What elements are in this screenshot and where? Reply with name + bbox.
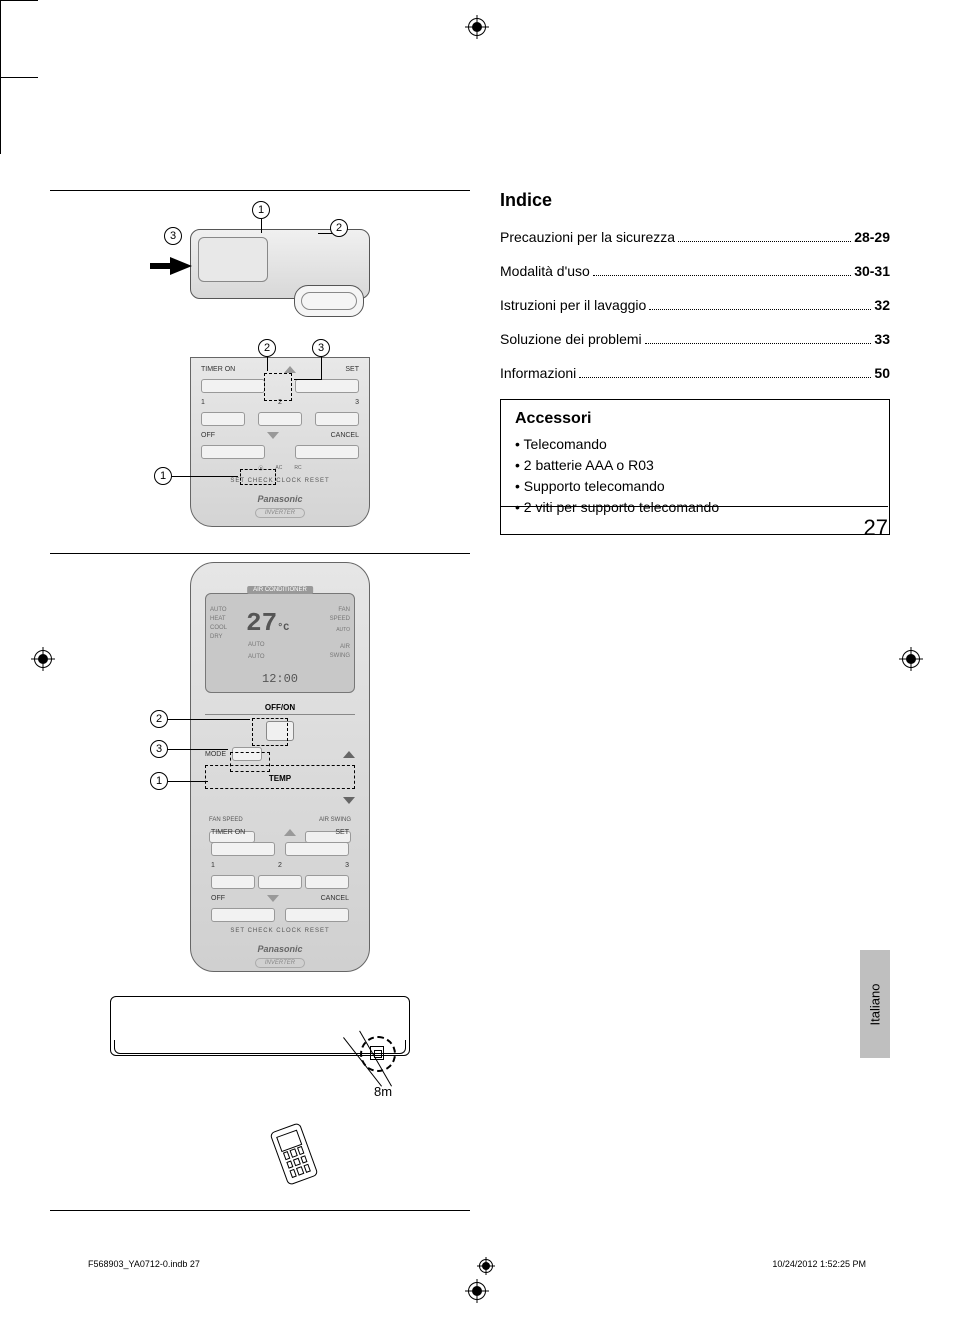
callout-3-2: 2 — [150, 710, 168, 728]
label-num-3: 3 — [355, 399, 359, 406]
callout-2-2: 2 — [258, 339, 276, 357]
toc-row-3: Soluzione dei problemi 33 — [500, 331, 890, 347]
toc-row-4: Informazioni 50 — [500, 365, 890, 381]
toc-row-2: Istruzioni per il lavaggio 32 — [500, 297, 890, 313]
callout-2-1: 1 — [154, 467, 172, 485]
accessori-item: • Telecomando — [515, 436, 875, 452]
label-off: OFF — [201, 432, 215, 439]
inverter-label: INVERTER — [255, 508, 305, 518]
toc-row-0: Precauzioni per la sicurezza 28-29 — [500, 229, 890, 245]
callout-1: 1 — [252, 201, 270, 219]
lcd-temp-unit: °C — [277, 623, 289, 634]
label-offon: OFF/ON — [205, 703, 355, 715]
figure-battery-insert: 1 2 3 — [50, 205, 470, 335]
callout-2-3: 3 — [312, 339, 330, 357]
accessori-title: Accessori — [515, 410, 875, 428]
page-number: 27 — [500, 506, 888, 541]
indice-title: Indice — [500, 190, 890, 211]
footer: F568903_YA0712-0.indb 27 10/24/2012 1:52… — [88, 1259, 866, 1273]
lcd-swing: AIR SWING — [330, 643, 350, 661]
lcd-clock: 12:00 — [262, 672, 298, 686]
language-tab: Italiano — [860, 950, 890, 1058]
distance-label: 8m — [374, 1084, 392, 1099]
label-temp: TEMP — [269, 774, 291, 783]
callout-3-1: 1 — [150, 772, 168, 790]
label-rc: RC — [294, 465, 301, 472]
figure-ac-unit-distance: 8m — [50, 996, 470, 1196]
right-column: Indice Precauzioni per la sicurezza 28-2… — [500, 190, 890, 535]
lcd-temp: 27 — [246, 608, 277, 638]
label-timer-on: TIMER ON — [201, 366, 235, 373]
callout-2: 2 — [330, 219, 348, 237]
toc-page: 28-29 — [854, 229, 890, 245]
figure-remote-full: AIR CONDITIONER AUTO HEAT COOL DRY 27°C … — [50, 562, 470, 982]
lcd-fan: FAN SPEED — [330, 606, 350, 624]
label-set: SET — [345, 366, 359, 373]
toc-row-1: Modalità d'uso 30-31 — [500, 263, 890, 279]
label-num-1: 1 — [201, 399, 205, 406]
registration-mark-icon — [479, 1259, 493, 1273]
footer-datetime: 10/24/2012 1:52:25 PM — [772, 1259, 866, 1273]
figure-remote-lower: TIMER ON SET 1 2 3 OFF — [50, 349, 470, 539]
lcd-modes: AUTO HEAT COOL DRY — [210, 606, 227, 642]
accessori-item: • Supporto telecomando — [515, 478, 875, 494]
left-column: 1 2 3 TIMER ON SET — [50, 190, 470, 1219]
callout-3-3: 3 — [150, 740, 168, 758]
toc-label: Precauzioni per la sicurezza — [500, 229, 675, 245]
callout-3: 3 — [164, 227, 182, 245]
brand-label: Panasonic — [191, 494, 369, 504]
label-cancel: CANCEL — [331, 432, 359, 439]
footer-file: F568903_YA0712-0.indb 27 — [88, 1259, 200, 1273]
accessori-item: • 2 batterie AAA o R03 — [515, 457, 875, 473]
label-ac: AC — [275, 465, 282, 472]
label-mode: MODE — [205, 751, 226, 758]
lcd-title: AIR CONDITIONER — [247, 586, 313, 594]
